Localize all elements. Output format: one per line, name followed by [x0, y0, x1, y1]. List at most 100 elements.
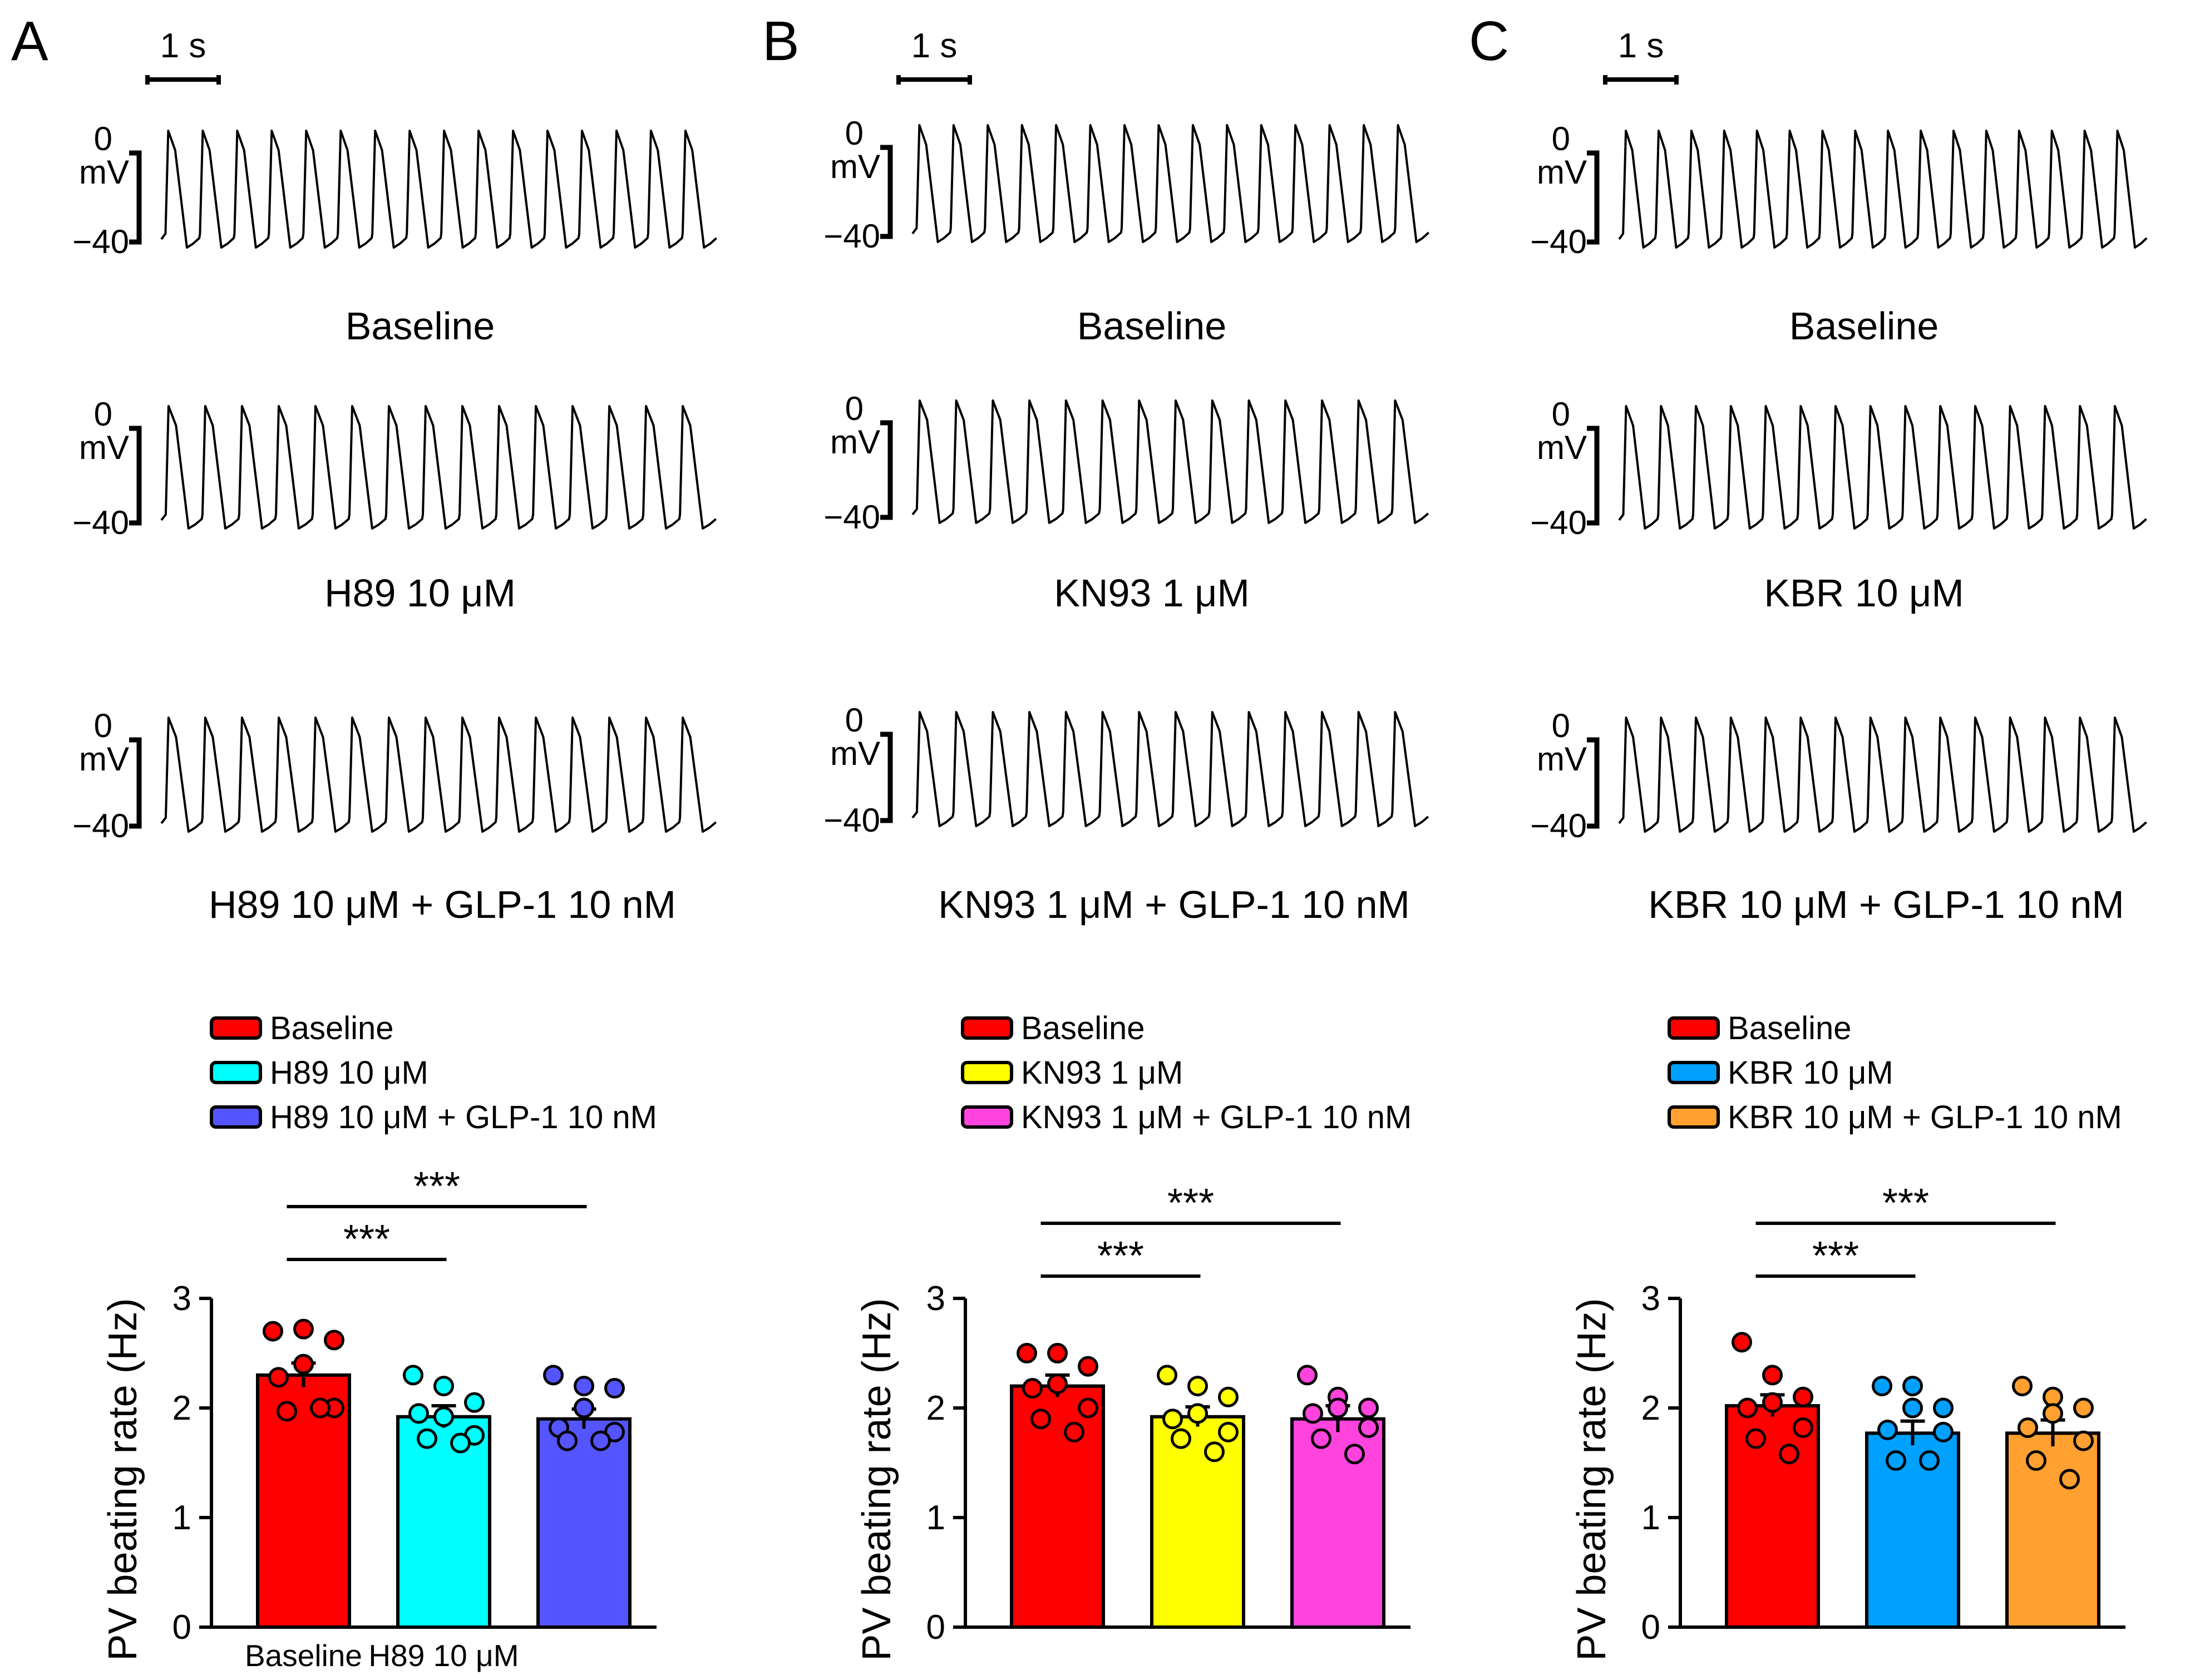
data-point	[433, 1406, 454, 1427]
legend-item: KBR 10 μM + GLP-1 10 nM	[1668, 1099, 2122, 1135]
voltage-label-unit: mV	[79, 429, 129, 466]
data-point	[1187, 1376, 1208, 1397]
data-point	[2026, 1450, 2046, 1471]
voltage-label-unit: mV	[830, 148, 880, 185]
y-tick-label: 1	[172, 1499, 191, 1537]
voltage-label-bottom: −40	[823, 498, 880, 536]
data-point	[604, 1378, 625, 1399]
voltage-scale-bar	[129, 150, 142, 245]
legend-label: Baseline	[1728, 1010, 1851, 1046]
y-tick-label: 0	[926, 1608, 945, 1647]
y-tick-label: 1	[1641, 1499, 1660, 1537]
voltage-scale-bar	[129, 737, 142, 829]
data-point	[464, 1392, 485, 1413]
voltage-label-unit: mV	[830, 423, 880, 461]
data-point	[1017, 1343, 1037, 1363]
legend-label: H89 10 μM + GLP-1 10 nM	[270, 1099, 657, 1135]
trace-group: 0mV −40 H89 10 μM + GLP-1 10 nM	[72, 707, 717, 926]
data-point	[1745, 1428, 1766, 1449]
data-point	[433, 1376, 454, 1397]
panel-letter: B	[762, 10, 800, 72]
data-point	[1171, 1428, 1191, 1449]
data-point	[1793, 1386, 1813, 1407]
legend-label: KN93 1 μM + GLP-1 10 nM	[1021, 1099, 1412, 1135]
voltage-label-unit: mV	[1537, 740, 1587, 778]
time-scale-bar	[145, 75, 221, 85]
voltage-label-top: 0	[1552, 707, 1570, 744]
trace-group: 0mV −40 Baseline	[72, 120, 717, 348]
trace-group: 0mV −40 Baseline	[1530, 120, 2148, 348]
voltage-label-top: 0	[94, 396, 112, 433]
bar-chart-1: Baseline H89 10 μM H89 10 μM + GLP-1 10 nM…	[101, 1010, 657, 1673]
trace-group: 0mV −40 H89 10 μM	[72, 396, 717, 615]
data-point	[293, 1353, 314, 1375]
data-point	[1344, 1444, 1365, 1465]
voltage-label-top: 0	[1552, 120, 1570, 157]
legend-swatch	[210, 1105, 262, 1129]
ap-trace	[160, 405, 717, 530]
legend-swatch	[1668, 1105, 1720, 1129]
data-point	[1218, 1421, 1239, 1442]
y-tick-label: 0	[1641, 1608, 1660, 1647]
significance-label: ***	[413, 1164, 460, 1209]
legend-label: KN93 1 μM	[1021, 1055, 1183, 1091]
data-point	[403, 1365, 423, 1386]
voltage-label-unit: mV	[1537, 429, 1587, 466]
legend-item: KN93 1 μM	[961, 1055, 1183, 1091]
data-point	[590, 1430, 611, 1451]
time-scale-bar	[1603, 75, 1679, 85]
data-point	[1204, 1441, 1225, 1462]
bar	[1010, 1384, 1105, 1629]
bar	[536, 1417, 632, 1629]
y-axis-label: PV beating rate (Hz)	[101, 1298, 145, 1661]
data-point	[417, 1428, 437, 1449]
voltage-scale-bar	[1587, 150, 1600, 245]
voltage-label-top: 0	[1552, 396, 1570, 433]
bar	[1150, 1415, 1245, 1629]
legend-swatch	[961, 1105, 1013, 1129]
bar	[1290, 1417, 1385, 1629]
trace-label: KN93 1 μM	[1054, 571, 1250, 615]
data-point	[2043, 1403, 2063, 1424]
data-point	[1162, 1409, 1183, 1430]
data-point	[1737, 1397, 1758, 1419]
data-point	[1779, 1444, 1799, 1465]
data-point	[1297, 1365, 1318, 1386]
data-point	[263, 1321, 283, 1342]
y-tick-label: 2	[1641, 1389, 1660, 1427]
ap-trace	[911, 124, 1430, 243]
error-bar	[1900, 1419, 1925, 1445]
y-axis-label: PV beating rate (Hz)	[855, 1298, 899, 1661]
significance-label: ***	[1882, 1181, 1929, 1226]
trace-group: 0mV −40 KBR 10 μM + GLP-1 10 nM	[1530, 707, 2147, 926]
data-point	[543, 1365, 564, 1386]
data-point	[1218, 1386, 1239, 1407]
data-point	[324, 1330, 344, 1351]
voltage-label-unit: mV	[79, 154, 129, 191]
data-point	[1919, 1450, 1940, 1471]
bar-chart-3: Baseline KBR 10 μM KBR 10 μM + GLP-1 10 nM…	[1570, 1010, 2125, 1661]
data-point	[1358, 1397, 1379, 1419]
voltage-label-bottom: −40	[1530, 223, 1587, 260]
data-point	[268, 1367, 289, 1388]
ap-trace	[160, 717, 717, 833]
y-tick-label: 2	[926, 1389, 945, 1427]
data-point	[574, 1397, 594, 1419]
ap-trace	[1618, 405, 2147, 530]
x-tick-label: H89 10 μM	[368, 1638, 519, 1673]
legend-item: Baseline	[210, 1010, 393, 1046]
significance-label: ***	[343, 1217, 390, 1262]
trace-group: 0mV −40 KBR 10 μM	[1530, 396, 2147, 615]
data-point	[1358, 1417, 1379, 1438]
legend-label: Baseline	[270, 1010, 393, 1046]
voltage-label-top: 0	[845, 115, 864, 152]
time-scale-label: 1 s	[160, 27, 206, 65]
data-point	[1047, 1343, 1068, 1363]
data-point	[2073, 1397, 2094, 1419]
data-point	[2012, 1376, 2033, 1397]
legend-item: KBR 10 μM	[1668, 1055, 1893, 1091]
voltage-label-bottom: −40	[823, 802, 880, 839]
